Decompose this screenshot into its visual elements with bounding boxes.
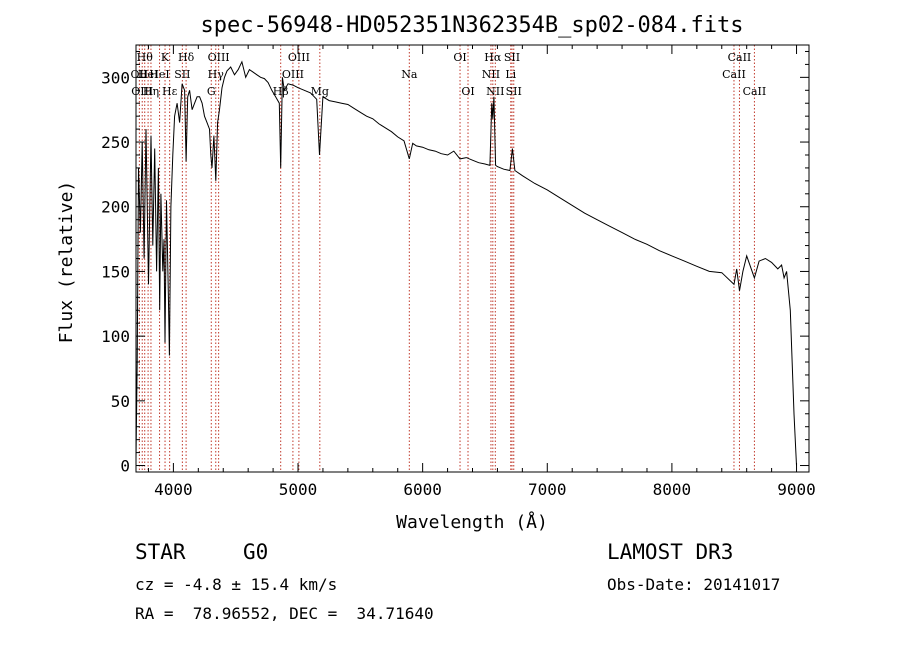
object-class: STAR — [135, 540, 186, 564]
x-tick-label: 7000 — [528, 480, 567, 499]
chart-title: spec-56948-HD052351N362354B_sp02-084.fit… — [200, 13, 743, 38]
spectral-line-labels: OIIOIIIHθHeIHηHeIKHεSIIHδGHγOIIIHβOIIIOI… — [131, 51, 767, 98]
line-label-22: NII — [486, 85, 504, 98]
line-label-20: NII — [482, 68, 500, 81]
line-label-3: HeI — [138, 68, 158, 81]
line-label-7: Hε — [162, 85, 178, 98]
plot-frame — [135, 44, 810, 473]
line-label-21: Hα — [484, 51, 502, 64]
obs-date: Obs-Date: 20141017 — [607, 575, 781, 594]
line-label-26: CaII — [722, 68, 746, 81]
x-tick-label: 6000 — [403, 480, 442, 499]
line-label-27: CaII — [728, 51, 752, 64]
x-tick-label: 4000 — [154, 480, 193, 499]
line-label-8: SII — [174, 68, 190, 81]
spectral-line-markers — [138, 45, 755, 472]
y-tick-label: 200 — [101, 198, 130, 217]
line-label-16: Mg — [311, 85, 329, 98]
line-label-14: OIII — [282, 68, 304, 81]
line-label-25: SII — [506, 85, 522, 98]
line-label-13: Hβ — [273, 85, 289, 98]
axis-ticks: 4000 5000 6000 7000 8000 9000 0 50 100 150 200 250 3… — [101, 45, 816, 499]
y-tick-label: 300 — [101, 68, 130, 87]
y-tick-label: 150 — [101, 262, 130, 281]
redshift-text: cz = -4.8 ± 15.4 km/s — [135, 575, 338, 594]
line-label-6: K — [161, 51, 170, 64]
line-label-12: OIII — [208, 51, 230, 64]
y-axis-label: Flux (relative) — [56, 181, 77, 344]
line-label-24: SII — [504, 51, 520, 64]
line-label-2: Hθ — [137, 51, 154, 64]
spectrum-line — [135, 60, 797, 466]
survey-name: LAMOST DR3 — [607, 540, 734, 564]
line-label-9: Hδ — [178, 51, 195, 64]
line-label-5: HeI — [149, 68, 169, 81]
y-tick-label: 250 — [101, 133, 130, 152]
y-tick-label: 100 — [101, 327, 130, 346]
line-label-0: OII — [131, 68, 149, 81]
y-tick-label: 0 — [120, 457, 130, 476]
y-tick-label: 50 — [111, 392, 130, 411]
line-label-4: Hη — [143, 85, 159, 98]
line-label-19: OI — [461, 85, 474, 98]
line-label-11: Hγ — [208, 68, 225, 81]
coordinates: RA = 78.96552, DEC = 34.71640 — [135, 604, 434, 623]
line-label-23: Li — [505, 68, 516, 81]
x-tick-label: 9000 — [777, 480, 816, 499]
x-tick-label: 5000 — [279, 480, 318, 499]
line-label-18: OI — [453, 51, 466, 64]
line-label-1: OIII — [131, 85, 153, 98]
line-label-17: Na — [401, 68, 418, 81]
spectrum-series — [135, 60, 797, 466]
line-label-28: CaII — [743, 85, 767, 98]
line-label-10: G — [207, 85, 216, 98]
x-axis-label: Wavelength (Å) — [396, 511, 548, 533]
x-tick-label: 8000 — [653, 480, 692, 499]
line-label-15: OIII — [288, 51, 310, 64]
object-subclass: G0 — [243, 540, 269, 564]
